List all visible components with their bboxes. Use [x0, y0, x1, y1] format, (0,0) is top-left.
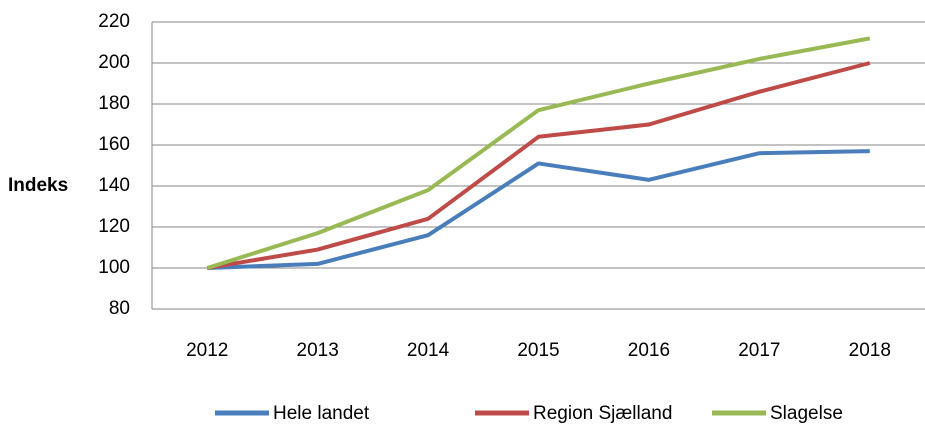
series-line	[206, 61, 871, 270]
y-tick-label: 120	[98, 216, 130, 237]
x-tick-label: 2017	[738, 340, 780, 361]
x-tick-label: 2016	[628, 340, 670, 361]
x-tick-label: 2014	[407, 340, 450, 361]
y-tick-label: 160	[98, 134, 130, 155]
legend-label: Hele landet	[273, 403, 370, 424]
x-tick-label: 2015	[517, 340, 559, 361]
y-tick-label: 140	[98, 175, 130, 196]
y-tick-label: 100	[98, 257, 130, 278]
y-axis-label: Indeks	[8, 175, 68, 196]
legend-label: Slagelse	[770, 403, 843, 424]
legend-label: Region Sjælland	[533, 403, 672, 424]
y-tick-label: 80	[109, 298, 130, 319]
series-line	[206, 36, 871, 270]
y-tick-label: 220	[98, 11, 130, 32]
series-line	[207, 149, 870, 270]
x-tick-label: 2013	[297, 340, 339, 361]
x-tick-label: 2012	[186, 340, 228, 361]
x-tick-label: 2018	[849, 340, 891, 361]
y-tick-label: 180	[98, 93, 130, 114]
y-tick-label: 200	[98, 52, 130, 73]
